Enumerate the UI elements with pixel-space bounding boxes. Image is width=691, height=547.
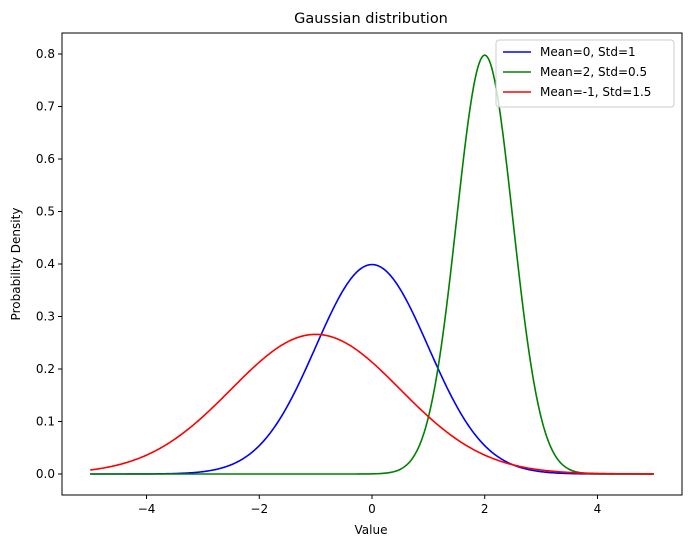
y-tick-label: 0.5 bbox=[36, 205, 55, 219]
y-tick-label: 0.0 bbox=[36, 467, 55, 481]
y-tick-label: 0.6 bbox=[36, 152, 55, 166]
legend-box bbox=[495, 39, 675, 108]
chart-title: Gaussian distribution bbox=[294, 11, 448, 27]
legend-label-1: Mean=0, Std=1 bbox=[540, 45, 636, 59]
legend-label-3: Mean=-1, Std=1.5 bbox=[540, 85, 651, 99]
x-axis-label: Value bbox=[355, 523, 388, 537]
x-tick-label: 2 bbox=[481, 502, 489, 516]
x-tick-label: 0 bbox=[368, 502, 376, 516]
y-tick-label: 0.3 bbox=[36, 310, 55, 324]
x-tick-label: −2 bbox=[250, 502, 268, 516]
y-tick-label: 0.8 bbox=[36, 47, 55, 61]
x-tick-label: 4 bbox=[594, 502, 602, 516]
series-line-2 bbox=[90, 54, 654, 475]
y-axis-ticks: 0.0 0.1 0.2 0.3 0.4 0.5 0.6 0.7 0.8 bbox=[36, 47, 62, 481]
legend-label-2: Mean=2, Std=0.5 bbox=[540, 65, 647, 79]
y-tick-label: 0.4 bbox=[36, 257, 55, 271]
plot-area-frame bbox=[61, 32, 683, 496]
x-tick-label: −4 bbox=[138, 502, 156, 516]
x-axis-ticks: −4 −2 0 2 4 bbox=[138, 495, 602, 516]
y-tick-label: 0.1 bbox=[36, 415, 55, 429]
y-axis-label: Probability Density bbox=[9, 208, 23, 321]
series-line-3 bbox=[90, 333, 654, 475]
y-tick-label: 0.7 bbox=[36, 100, 55, 114]
y-tick-label: 0.2 bbox=[36, 362, 55, 376]
series-lines bbox=[90, 54, 654, 475]
series-line-1 bbox=[90, 263, 654, 475]
legend: Mean=0, Std=1 Mean=2, Std=0.5 Mean=-1, Std… bbox=[495, 39, 675, 108]
legend-entries: Mean=0, Std=1 Mean=2, Std=0.5 Mean=-1, Std… bbox=[503, 45, 651, 99]
